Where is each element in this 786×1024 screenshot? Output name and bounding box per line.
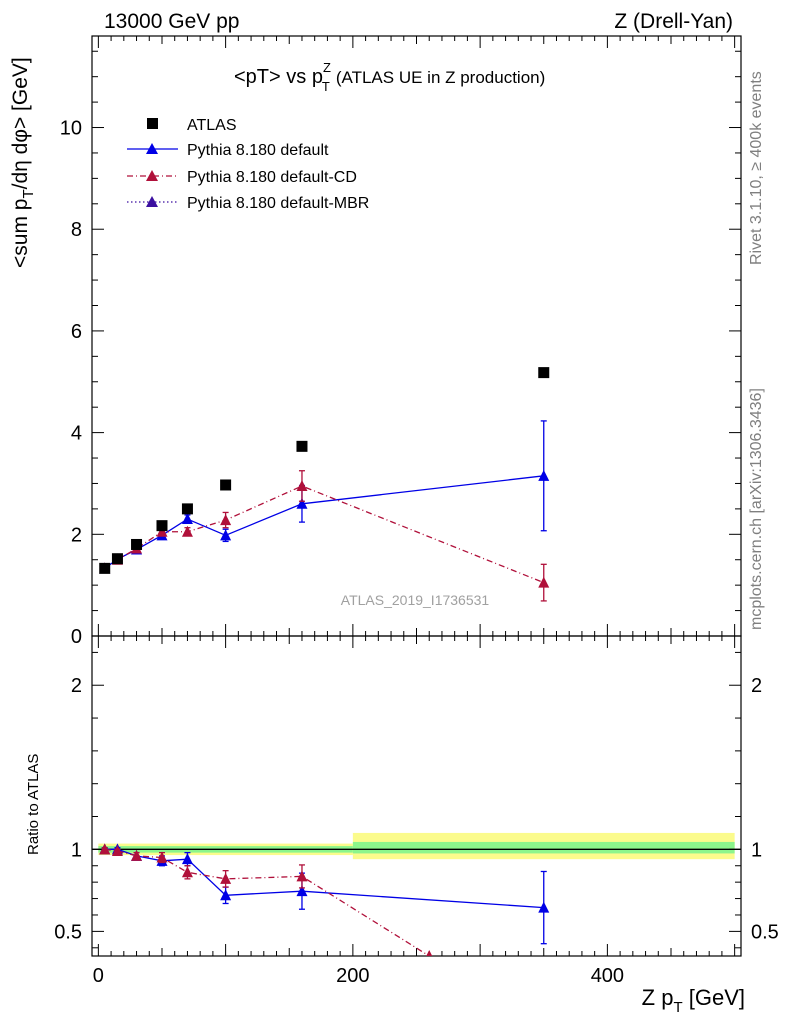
ratio-y-axis-label: Ratio to ATLAS — [25, 754, 42, 855]
legend-marker-mbr — [146, 196, 158, 207]
analysis-watermark: ATLAS_2019_I1736531 — [341, 592, 490, 608]
upper-point-atlas — [296, 440, 308, 452]
ratio-y-tick-label: 2 — [71, 675, 82, 697]
upper-series-cd — [99, 470, 550, 602]
upper-line-cd — [104, 485, 544, 584]
ratio-series-cd — [99, 843, 433, 956]
ratio-y-tick-label: 0.5 — [54, 921, 82, 943]
legend-label-mbr: Pythia 8.180 default-MBR — [187, 195, 369, 212]
ratio-point-cd — [111, 844, 123, 856]
ratio-point-cd — [181, 866, 193, 878]
y-tick-label: 8 — [71, 219, 82, 241]
header-left: 13000 GeV pp — [104, 10, 239, 33]
ratio-y-tick-label: 1 — [71, 839, 82, 861]
ratio-y-tick-label-right: 0.5 — [751, 921, 779, 943]
upper-point-cd — [296, 480, 308, 491]
upper-point-default — [296, 497, 308, 509]
rivet-label: Rivet 3.1.10, ≥ 400k events — [748, 71, 765, 265]
legend-label-default: Pythia 8.180 default — [187, 142, 329, 159]
legend: ATLAS Pythia 8.180 default Pythia 8.180 … — [127, 117, 369, 212]
legend-marker-cd — [146, 170, 158, 181]
y-tick-label: 2 — [71, 524, 82, 546]
x-axis-label: Z pT [GeV] — [642, 985, 745, 1016]
x-tick-label: 200 — [336, 965, 369, 987]
ratio-point-cd — [131, 849, 143, 861]
upper-point-atlas — [220, 479, 232, 491]
ratio-band-inner-1 — [352, 841, 735, 854]
legend-label-cd: Pythia 8.180 default-CD — [187, 169, 357, 186]
upper-y-axis-label: <sum pT/dη dφ> [GeV] — [9, 57, 37, 268]
x-tick-label: 400 — [591, 965, 624, 987]
ratio-point-cd — [220, 872, 232, 884]
upper-point-atlas — [111, 553, 123, 565]
upper-line-default — [104, 475, 544, 569]
legend-label-atlas: ATLAS — [187, 117, 237, 134]
ratio-point-cd — [156, 851, 168, 863]
ratio-point-cd — [426, 950, 433, 956]
y-tick-label: 0 — [71, 626, 82, 648]
ratio-point-cd — [99, 843, 111, 855]
upper-point-atlas — [156, 520, 168, 532]
ratio-point-default — [538, 901, 550, 913]
ratio-y-tick-label-right: 1 — [751, 839, 762, 861]
upper-point-atlas — [181, 503, 193, 515]
upper-point-cd — [538, 576, 550, 588]
y-tick-label: 6 — [71, 321, 82, 343]
x-tick-label: 0 — [93, 965, 104, 987]
ratio-y-tick-label-right: 2 — [751, 675, 762, 697]
upper-point-cd — [181, 525, 193, 537]
legend-marker-default — [146, 143, 158, 154]
plot-title: <pT> vs pZ T (ATLAS UE in Z production) — [234, 60, 545, 94]
y-tick-label: 10 — [60, 118, 82, 140]
ratio-line-cd — [104, 848, 430, 956]
ratio-point-default — [296, 885, 308, 897]
upper-point-default — [538, 469, 550, 481]
upper-series-atlas — [99, 367, 550, 574]
mcplots-label: mcplots.cern.ch [arXiv:1306.3436] — [748, 388, 765, 630]
ratio-plot-frame — [91, 635, 742, 957]
y-tick-label: 4 — [71, 423, 82, 445]
header-right: Z (Drell-Yan) — [614, 10, 733, 33]
upper-point-atlas — [99, 562, 111, 574]
upper-point-default — [220, 529, 232, 541]
upper-point-default — [181, 513, 193, 525]
upper-series-default — [99, 420, 550, 574]
legend-marker-atlas — [147, 118, 158, 129]
ratio-point-cd — [296, 870, 308, 882]
upper-point-atlas — [538, 367, 550, 379]
upper-point-cd — [156, 525, 168, 537]
upper-point-atlas — [131, 538, 143, 550]
upper-point-cd — [220, 514, 232, 526]
ratio-point-default — [181, 853, 193, 865]
ratio-point-default — [220, 889, 232, 901]
